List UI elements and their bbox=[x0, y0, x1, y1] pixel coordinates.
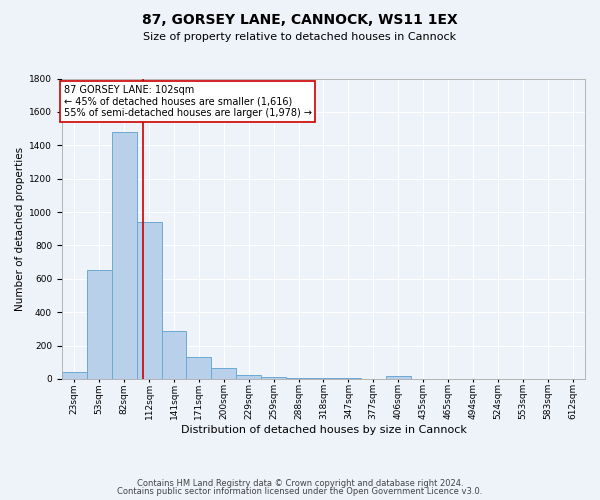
Text: Size of property relative to detached houses in Cannock: Size of property relative to detached ho… bbox=[143, 32, 457, 42]
Text: Contains public sector information licensed under the Open Government Licence v3: Contains public sector information licen… bbox=[118, 487, 482, 496]
Bar bbox=[286, 378, 311, 379]
Bar bbox=[236, 375, 261, 379]
Bar bbox=[112, 132, 137, 379]
Text: Contains HM Land Registry data © Crown copyright and database right 2024.: Contains HM Land Registry data © Crown c… bbox=[137, 478, 463, 488]
Bar bbox=[161, 330, 187, 379]
X-axis label: Distribution of detached houses by size in Cannock: Distribution of detached houses by size … bbox=[181, 425, 466, 435]
Bar bbox=[261, 377, 286, 379]
Bar bbox=[336, 378, 361, 379]
Y-axis label: Number of detached properties: Number of detached properties bbox=[15, 146, 25, 311]
Text: 87, GORSEY LANE, CANNOCK, WS11 1EX: 87, GORSEY LANE, CANNOCK, WS11 1EX bbox=[142, 12, 458, 26]
Bar bbox=[211, 368, 236, 379]
Bar bbox=[187, 357, 211, 379]
Text: 87 GORSEY LANE: 102sqm
← 45% of detached houses are smaller (1,616)
55% of semi-: 87 GORSEY LANE: 102sqm ← 45% of detached… bbox=[64, 85, 311, 118]
Bar bbox=[311, 378, 336, 379]
Bar bbox=[87, 270, 112, 379]
Bar bbox=[62, 372, 87, 379]
Bar bbox=[386, 376, 410, 379]
Bar bbox=[137, 222, 161, 379]
